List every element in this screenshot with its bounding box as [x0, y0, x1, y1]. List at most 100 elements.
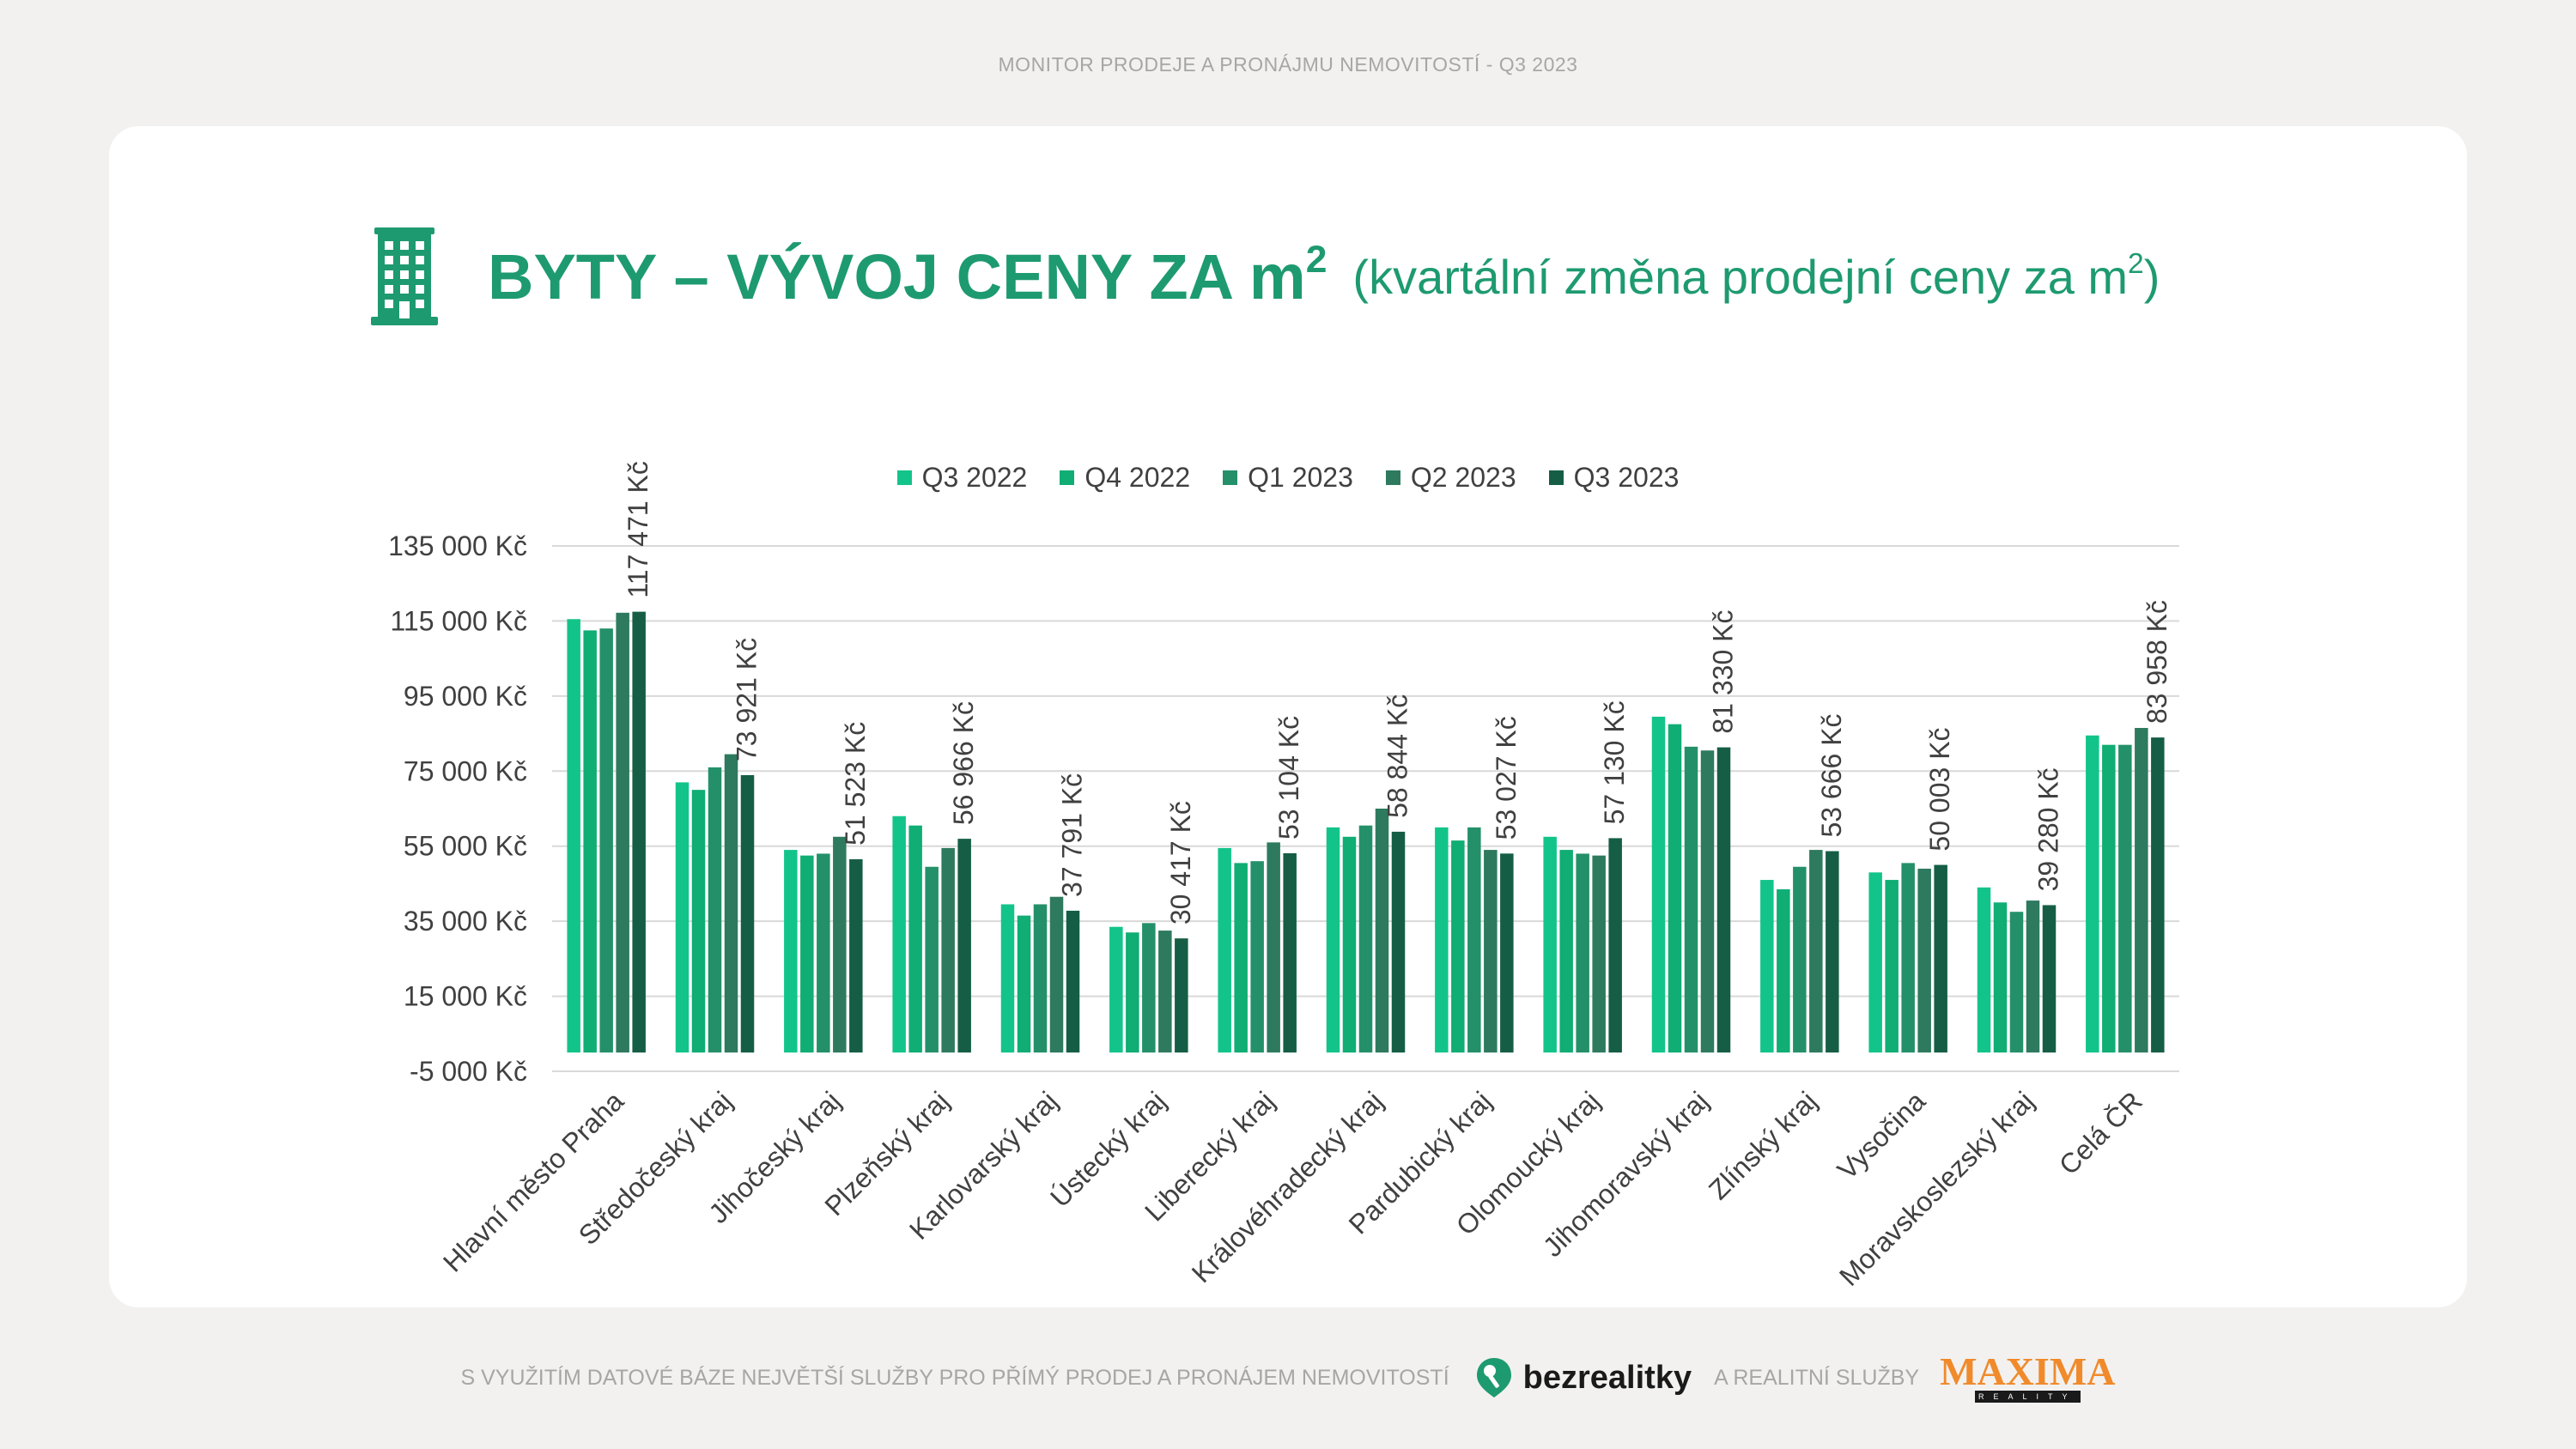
heading-subtitle: (kvartální změna prodejní ceny za m2) — [1352, 248, 2160, 304]
footer-text: S VYUŽITÍM DATOVÉ BÁZE NEJVĚTŠÍ SLUŽBY P… — [460, 1365, 1449, 1390]
x-tick-label: Moravskoslezský kraj — [1833, 1085, 2039, 1291]
data-label: 56 966 Kč — [948, 701, 979, 825]
y-tick-label: 15 000 Kč — [404, 981, 527, 1012]
bar — [1435, 827, 1449, 1053]
legend-label: Q3 2023 — [1573, 462, 1680, 493]
x-tick-label: Hlavní město Praha — [437, 1085, 629, 1277]
bar — [1760, 880, 1774, 1053]
y-tick-label: 135 000 Kč — [388, 530, 527, 561]
bar — [925, 866, 939, 1053]
bar — [708, 767, 722, 1053]
legend-label: Q2 2023 — [1410, 462, 1516, 493]
bar — [1651, 716, 1666, 1053]
bar — [1391, 831, 1406, 1053]
bar — [1885, 880, 1899, 1053]
legend-item: Q3 2022 — [896, 462, 1028, 494]
y-tick-label: 115 000 Kč — [390, 605, 527, 636]
bar — [2042, 905, 2057, 1053]
data-label: 51 523 Kč — [840, 722, 871, 846]
bar — [1934, 864, 1947, 1053]
legend-swatch — [1060, 470, 1075, 485]
bar — [1467, 827, 1481, 1053]
bar — [908, 825, 922, 1053]
bar — [567, 619, 580, 1053]
bar — [833, 836, 847, 1053]
bar — [1793, 866, 1807, 1053]
bar — [1234, 863, 1248, 1053]
legend-label: Q3 2022 — [921, 462, 1028, 493]
bar — [1668, 724, 1682, 1053]
x-tick-label: Celá ČR — [2053, 1085, 2148, 1180]
y-tick-label: -5 000 Kč — [410, 1056, 527, 1087]
data-label: 53 666 Kč — [1816, 713, 1847, 837]
footer-text-mid: A REALITNÍ SLUŽBY — [1714, 1365, 1920, 1390]
data-label: 53 104 Kč — [1273, 716, 1304, 840]
data-label: 57 130 Kč — [1599, 700, 1630, 824]
legend-swatch — [1548, 470, 1564, 485]
bar — [2009, 912, 2024, 1053]
bar — [800, 855, 814, 1053]
data-label: 58 844 Kč — [1382, 694, 1413, 818]
bar — [1326, 827, 1340, 1053]
bar — [941, 847, 955, 1053]
legend-label: Q1 2023 — [1248, 462, 1353, 493]
footer: S VYUŽITÍM DATOVÉ BÁZE NEJVĚTŠÍ SLUŽBY P… — [0, 1348, 2576, 1408]
legend-swatch — [896, 470, 912, 485]
x-tick-label: Vysočina — [1832, 1085, 1932, 1185]
bar — [1917, 868, 1931, 1053]
maxima-logo: MAXIMA REALITY — [1940, 1349, 2116, 1403]
bar — [1500, 853, 1514, 1053]
legend-item: Q3 2023 — [1548, 462, 1680, 494]
bar — [724, 754, 738, 1053]
bar — [740, 775, 755, 1053]
bar — [1826, 851, 1839, 1053]
x-tick-label: Zlínský kraj — [1703, 1085, 1823, 1205]
y-tick-label: 35 000 Kč — [404, 906, 527, 937]
bar — [583, 630, 597, 1053]
bar — [1175, 938, 1188, 1053]
bar — [1868, 872, 1882, 1053]
legend-swatch — [1223, 470, 1238, 485]
data-label: 117 471 Kč — [623, 461, 653, 598]
bar — [1543, 836, 1557, 1053]
chart-heading: BYTY – VÝVOJ CENY ZA m2 (kvartální změna… — [371, 225, 2160, 328]
bar — [1158, 931, 1172, 1053]
bar — [1700, 750, 1715, 1053]
bar — [1218, 847, 1231, 1053]
y-tick-label: 55 000 Kč — [404, 831, 527, 862]
x-tick-label: Královéhradecký kraj — [1186, 1085, 1389, 1288]
bar — [1358, 825, 1373, 1053]
bar — [1109, 926, 1123, 1053]
bezrealitky-logo: bezrealitky — [1475, 1356, 1692, 1399]
bar — [1017, 915, 1031, 1053]
bar — [2026, 900, 2040, 1053]
bar — [1375, 809, 1389, 1053]
data-label: 30 417 Kč — [1165, 801, 1196, 925]
y-tick-label: 95 000 Kč — [404, 681, 527, 712]
bar — [1592, 855, 1606, 1053]
bar — [1283, 853, 1297, 1053]
legend-item: Q4 2022 — [1060, 462, 1190, 494]
legend-swatch — [1385, 470, 1400, 485]
bar — [1716, 747, 1731, 1053]
legend-label: Q4 2022 — [1084, 462, 1191, 493]
data-label: 73 921 Kč — [732, 638, 762, 761]
bar — [2086, 735, 2099, 1053]
bar — [1901, 863, 1915, 1053]
key-pin-icon — [1476, 1358, 1511, 1397]
data-label: 81 330 Kč — [1708, 610, 1739, 734]
bar — [1250, 861, 1264, 1053]
bar — [691, 790, 706, 1053]
data-label: 53 027 Kč — [1491, 716, 1522, 840]
bar — [2135, 728, 2148, 1053]
bar — [892, 815, 906, 1053]
heading-main: BYTY – VÝVOJ CENY ZA m2 — [488, 239, 1327, 312]
bar — [1608, 838, 1622, 1053]
bar — [1777, 888, 1790, 1053]
bar — [1066, 910, 1080, 1053]
bar — [2118, 744, 2132, 1053]
bar — [1484, 850, 1498, 1053]
bar — [616, 612, 629, 1053]
bar — [632, 611, 646, 1053]
